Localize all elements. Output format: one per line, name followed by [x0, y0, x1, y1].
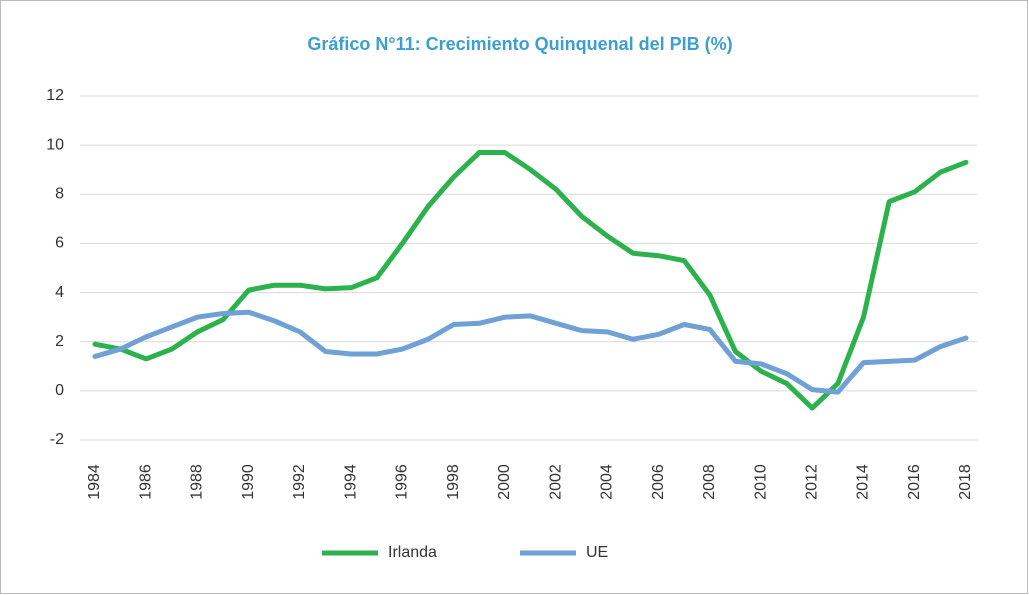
y-tick-label: 12	[46, 87, 64, 104]
x-tick-label: 1998	[445, 464, 462, 500]
x-tick-label: 2004	[599, 464, 616, 500]
x-tick-label: 1994	[342, 464, 359, 500]
y-tick-label: 6	[55, 235, 64, 252]
x-tick-label: 1986	[137, 464, 154, 500]
y-tick-label: 10	[46, 136, 64, 153]
chart-title: Gráfico N°11: Crecimiento Quinquenal del…	[307, 34, 732, 54]
x-tick-label: 2014	[855, 464, 872, 500]
x-tick-label: 2006	[650, 464, 667, 500]
x-tick-label: 1988	[189, 464, 206, 500]
x-tick-label: 2012	[804, 464, 821, 500]
y-tick-label: 0	[55, 382, 64, 399]
x-tick-label: 1996	[394, 464, 411, 500]
x-tick-label: 2016	[906, 464, 923, 500]
y-tick-label: 4	[55, 284, 64, 301]
x-tick-label: 2018	[957, 464, 974, 500]
x-tick-label: 2002	[547, 464, 564, 500]
x-tick-label: 1990	[240, 464, 257, 500]
x-tick-label: 1984	[86, 464, 103, 500]
y-tick-label: -2	[50, 431, 64, 448]
y-tick-label: 8	[55, 186, 64, 203]
y-tick-label: 2	[55, 333, 64, 350]
x-tick-label: 2010	[752, 464, 769, 500]
legend-label: Irlanda	[388, 544, 437, 561]
x-tick-label: 2000	[496, 464, 513, 500]
series-line	[92, 150, 969, 411]
series-line	[92, 309, 969, 395]
legend-label: UE	[586, 544, 608, 561]
x-tick-label: 1992	[291, 464, 308, 500]
x-tick-label: 2008	[701, 464, 718, 500]
